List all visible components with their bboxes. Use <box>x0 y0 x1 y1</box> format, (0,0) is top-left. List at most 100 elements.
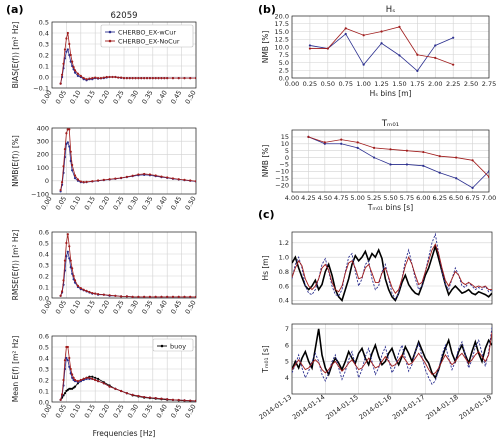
series-line-cherbo-ex-nocur <box>292 243 492 294</box>
x-tick-label: 0.50 <box>184 299 198 316</box>
legend-label: CHERBO_EX-wCur <box>118 28 176 36</box>
data-point <box>82 181 85 184</box>
x-tick-label: 0.45 <box>169 403 183 420</box>
data-point <box>154 397 157 400</box>
data-point <box>59 294 62 297</box>
data-point <box>356 141 359 144</box>
data-point <box>434 44 437 47</box>
data-point <box>183 399 186 402</box>
data-point <box>60 73 64 76</box>
data-point <box>71 267 74 270</box>
series-layer <box>308 25 455 72</box>
data-point <box>63 359 67 362</box>
data-point <box>63 148 67 151</box>
x-tick-label: 4.50 <box>318 194 332 202</box>
x-tick-label: 0.30 <box>126 195 140 212</box>
plot-frame <box>51 335 197 403</box>
data-point <box>63 48 67 51</box>
data-point <box>102 178 105 181</box>
data-point <box>160 397 163 400</box>
y-tick-label: 0.6 <box>39 332 49 340</box>
data-point <box>102 382 105 385</box>
data-point <box>438 171 441 174</box>
y-tick-label: 0.3 <box>39 261 49 269</box>
data-point <box>66 141 69 144</box>
series-line-buoy <box>292 243 492 302</box>
data-point <box>59 398 62 401</box>
data-point <box>82 288 85 291</box>
data-point <box>154 174 157 177</box>
x-tick-label: 0.30 <box>126 299 140 316</box>
y-tick-label: 6 <box>285 341 289 349</box>
data-point <box>422 150 425 154</box>
y-tick-label: 0.0 <box>39 398 49 406</box>
y-tick-label: 0.1 <box>39 62 49 70</box>
x-tick-label: 0.15 <box>83 403 97 420</box>
series-line-cherbo-ex-nocur <box>308 136 489 178</box>
data-point <box>194 180 196 183</box>
data-point <box>171 295 175 298</box>
y-tick-label: 0 <box>45 177 49 185</box>
data-point <box>171 398 175 401</box>
y-tick-label: 0.1 <box>39 283 49 291</box>
y-tick-label: 10.0 <box>275 43 289 51</box>
data-point <box>65 255 68 258</box>
data-point <box>66 345 69 349</box>
data-point <box>166 176 169 179</box>
x-axis-label: Hₛ bins [m] <box>370 89 412 98</box>
data-point <box>73 69 77 72</box>
x-tick-label: 0.40 <box>155 89 169 106</box>
y-tick-label: 5 <box>285 358 289 366</box>
y-tick-label: 0.3 <box>39 40 49 48</box>
data-point <box>85 78 88 81</box>
data-point <box>166 77 169 80</box>
data-point <box>59 188 62 192</box>
data-point <box>91 180 94 183</box>
series-layer <box>307 135 489 189</box>
data-point <box>76 178 80 181</box>
data-point <box>160 295 163 298</box>
y-tick-label: 12.5 <box>275 36 289 44</box>
data-point <box>344 27 347 30</box>
y-axis-label: Tₘ₀₁ [s] <box>261 345 270 373</box>
x-tick-label: 0.30 <box>126 403 140 420</box>
legend-box <box>152 338 194 352</box>
x-tick-label: 5.00 <box>350 194 364 202</box>
data-point <box>143 172 146 176</box>
data-point <box>131 295 134 298</box>
y-axis-label: NMB [%] <box>261 145 270 178</box>
data-point <box>79 180 82 183</box>
x-tick-label: 2.75 <box>482 80 496 88</box>
data-point <box>102 76 105 79</box>
x-tick-label: 5.25 <box>367 194 381 202</box>
data-point <box>96 77 100 80</box>
data-point <box>72 376 75 379</box>
data-point <box>73 385 77 388</box>
data-point <box>326 47 329 50</box>
data-point <box>194 399 196 402</box>
y-tick-label: 400 <box>37 124 49 132</box>
data-point <box>85 180 88 183</box>
y-tick-label: 5 <box>285 147 289 155</box>
x-tick-label: 4.75 <box>334 194 348 202</box>
x-tick-label: 4.00 <box>285 194 299 202</box>
data-point <box>416 53 419 56</box>
series-layer <box>59 233 196 298</box>
x-tick-label: 6.25 <box>433 194 447 202</box>
panel-label-c: (c) <box>258 208 275 221</box>
data-point <box>372 156 376 159</box>
data-point <box>111 75 114 79</box>
data-point <box>65 50 68 53</box>
data-point <box>177 398 180 402</box>
data-point <box>68 128 71 131</box>
data-point <box>308 44 312 47</box>
series-line-cherbo-ex-wcur <box>292 327 492 385</box>
data-point <box>398 54 401 57</box>
data-point <box>108 385 111 388</box>
x-tick-label: 0.35 <box>140 403 154 420</box>
data-point <box>151 77 154 80</box>
series-line-cherbo-ex-wcur <box>308 136 489 189</box>
y-tick-label: 17.5 <box>275 20 289 28</box>
series-line-buoy <box>292 328 492 380</box>
